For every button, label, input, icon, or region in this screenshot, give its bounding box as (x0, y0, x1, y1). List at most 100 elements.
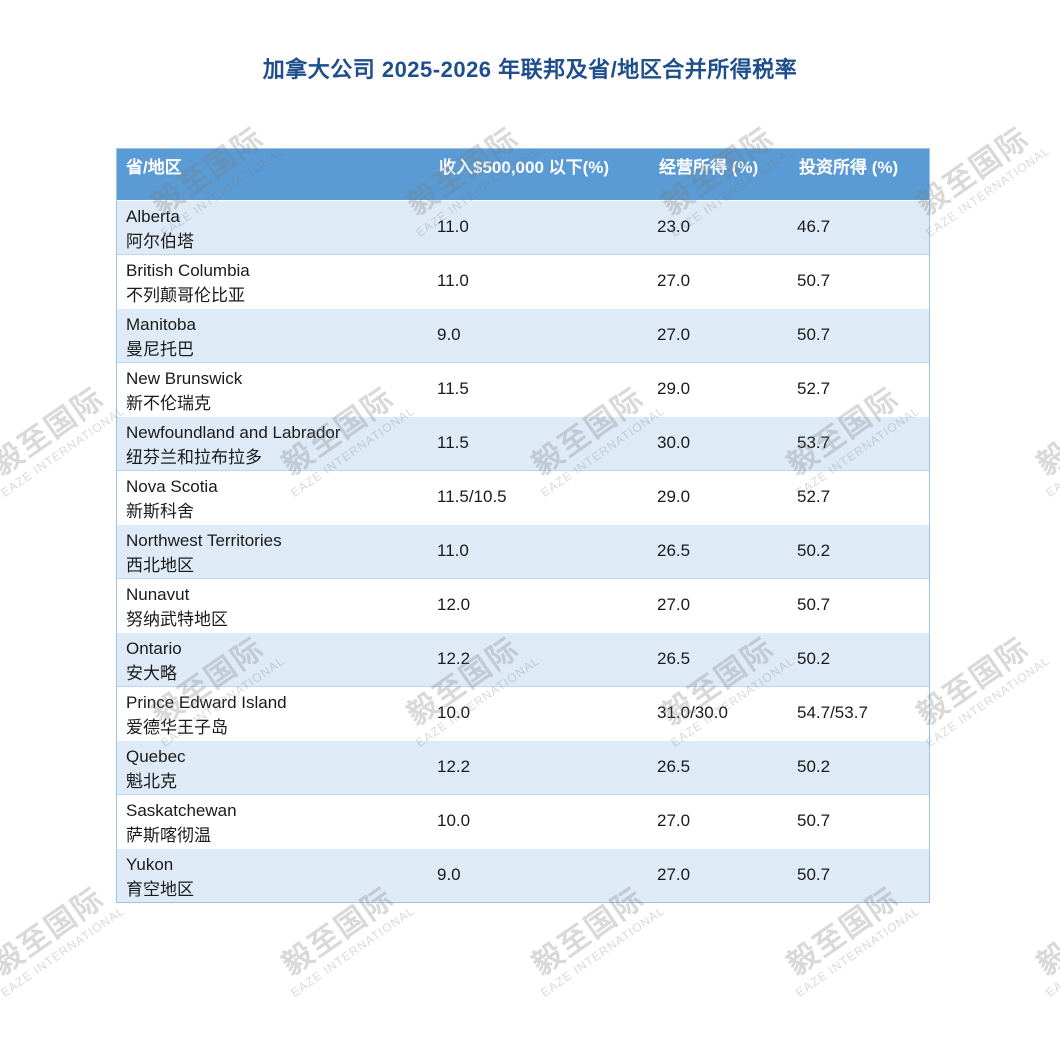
province-name-en: Yukon (126, 855, 174, 874)
province-name-zh: 魁北克 (126, 772, 177, 791)
table-row: New Brunswick 新不伦瑞克 11.5 29.0 52.7 (117, 362, 929, 416)
province-name-en: Ontario (126, 639, 182, 658)
province-name-zh: 不列颠哥伦比亚 (126, 286, 245, 305)
investment-income-rate: 50.7 (797, 865, 831, 884)
header-province: 省/地区 (126, 158, 182, 177)
page-title: 加拿大公司 2025-2026 年联邦及省/地区合并所得税率 (262, 57, 798, 82)
business-income-rate: 29.0 (657, 379, 691, 398)
business-income-rate: 30.0 (657, 433, 691, 452)
province-cell: Quebec 魁北克 (126, 744, 186, 794)
province-name-en: Nova Scotia (126, 477, 218, 496)
small-business-rate: 10.0 (437, 703, 471, 722)
province-cell: New Brunswick 新不伦瑞克 (126, 366, 242, 416)
small-business-rate: 11.5 (437, 379, 469, 398)
investment-income-rate: 50.2 (797, 757, 831, 776)
province-name-zh: 努纳武特地区 (126, 610, 228, 629)
province-cell: Ontario 安大略 (126, 636, 182, 686)
province-name-zh: 新不伦瑞克 (126, 394, 211, 413)
province-cell: Newfoundland and Labrador 纽芬兰和拉布拉多 (126, 420, 341, 470)
province-name-zh: 纽芬兰和拉布拉多 (126, 448, 262, 467)
province-name-zh: 爱德华王子岛 (126, 718, 228, 737)
small-business-rate: 9.0 (437, 325, 461, 344)
table-row: Saskatchewan 萨斯喀彻温 10.0 27.0 50.7 (117, 794, 929, 848)
table-row: Yukon 育空地区 9.0 27.0 50.7 (117, 848, 929, 902)
watermark-cn: 毅至国际 (1031, 881, 1060, 982)
table-row: Quebec 魁北克 12.2 26.5 50.2 (117, 740, 929, 794)
province-name-zh: 西北地区 (126, 556, 194, 575)
business-income-rate: 23.0 (657, 217, 691, 236)
watermark-cn: 毅至国际 (0, 881, 111, 982)
province-name-en: Nunavut (126, 585, 190, 604)
tax-rate-table: 省/地区 收入$500,000 以下(%) 经营所得 (%) 投资所得 (%) … (116, 148, 930, 903)
investment-income-rate: 52.7 (797, 487, 831, 506)
small-business-rate: 12.0 (437, 595, 471, 614)
province-name-zh: 阿尔伯塔 (126, 232, 194, 251)
investment-income-rate: 50.2 (797, 541, 831, 560)
investment-income-rate: 54.7/53.7 (797, 703, 868, 722)
province-cell: Manitoba 曼尼托巴 (126, 312, 196, 362)
province-cell: Alberta 阿尔伯塔 (126, 204, 194, 254)
watermark-cn: 毅至国际 (0, 381, 111, 482)
province-cell: Saskatchewan 萨斯喀彻温 (126, 798, 237, 848)
province-name-en: Quebec (126, 747, 186, 766)
investment-income-rate: 50.2 (797, 649, 831, 668)
small-business-rate: 10.0 (437, 811, 471, 830)
province-name-en: Manitoba (126, 315, 196, 334)
header-business-income: 经营所得 (%) (659, 158, 759, 177)
watermark-en: EAZE INTERNATIONAL (288, 903, 418, 1000)
small-business-rate: 11.0 (437, 217, 469, 236)
province-name-zh: 萨斯喀彻温 (126, 826, 211, 845)
watermark-en: EAZE INTERNATIONAL (0, 903, 128, 1000)
province-name-en: New Brunswick (126, 369, 243, 388)
watermark-en: EAZE INTERNATIONAL (793, 903, 923, 1000)
investment-income-rate: 50.7 (797, 271, 831, 290)
table-row: Alberta 阿尔伯塔 11.0 23.0 46.7 (117, 200, 929, 254)
business-income-rate: 26.5 (657, 757, 691, 776)
province-name-zh: 新斯科舍 (126, 502, 194, 521)
province-name-en: Alberta (126, 207, 180, 226)
investment-income-rate: 52.7 (797, 379, 831, 398)
province-name-zh: 育空地区 (126, 880, 194, 899)
business-income-rate: 29.0 (657, 487, 691, 506)
province-name-en: Saskatchewan (126, 801, 237, 820)
business-income-rate: 27.0 (657, 865, 691, 884)
table-row: Nunavut 努纳武特地区 12.0 27.0 50.7 (117, 578, 929, 632)
investment-income-rate: 50.7 (797, 811, 831, 830)
table-row: Manitoba 曼尼托巴 9.0 27.0 50.7 (117, 308, 929, 362)
small-business-rate: 9.0 (437, 865, 461, 884)
table-header: 省/地区 收入$500,000 以下(%) 经营所得 (%) 投资所得 (%) (117, 149, 929, 200)
table-row: Northwest Territories 西北地区 11.0 26.5 50.2 (117, 524, 929, 578)
province-cell: Yukon 育空地区 (126, 852, 194, 902)
small-business-rate: 12.2 (437, 757, 471, 776)
table-body: Alberta 阿尔伯塔 11.0 23.0 46.7 British Columbia 不… (117, 200, 929, 902)
province-name-en: Newfoundland and Labrador (126, 423, 341, 442)
table-row: Ontario 安大略 12.2 26.5 50.2 (117, 632, 929, 686)
small-business-rate: 11.5 (437, 433, 469, 452)
table-row: Nova Scotia 新斯科舍 11.5/10.5 29.0 52.7 (117, 470, 929, 524)
watermark-cn: 毅至国际 (1031, 381, 1060, 482)
province-cell: Northwest Territories 西北地区 (126, 528, 282, 578)
business-income-rate: 31.0/30.0 (657, 703, 728, 722)
small-business-rate: 12.2 (437, 649, 471, 668)
business-income-rate: 27.0 (657, 325, 691, 344)
small-business-rate: 11.5/10.5 (437, 487, 507, 506)
province-name-zh: 曼尼托巴 (126, 340, 194, 359)
watermark-en: EAZE INTERNATIONAL (1043, 904, 1060, 1000)
table-row: Newfoundland and Labrador 纽芬兰和拉布拉多 11.5 30.… (117, 416, 929, 470)
watermark-en: EAZE INTERNATIONAL (923, 143, 1053, 240)
business-income-rate: 27.0 (657, 595, 691, 614)
business-income-rate: 27.0 (657, 271, 691, 290)
table-row: British Columbia 不列颠哥伦比亚 11.0 27.0 50.7 (117, 254, 929, 308)
province-name-en: British Columbia (126, 261, 250, 280)
province-cell: Nunavut 努纳武特地区 (126, 582, 228, 632)
investment-income-rate: 53.7 (797, 433, 831, 452)
business-income-rate: 27.0 (657, 811, 691, 830)
business-income-rate: 26.5 (657, 541, 691, 560)
province-name-zh: 安大略 (126, 664, 177, 683)
header-small-business: 收入$500,000 以下(%) (439, 158, 610, 177)
province-name-en: Northwest Territories (126, 531, 282, 550)
business-income-rate: 26.5 (657, 649, 691, 668)
investment-income-rate: 50.7 (797, 325, 831, 344)
